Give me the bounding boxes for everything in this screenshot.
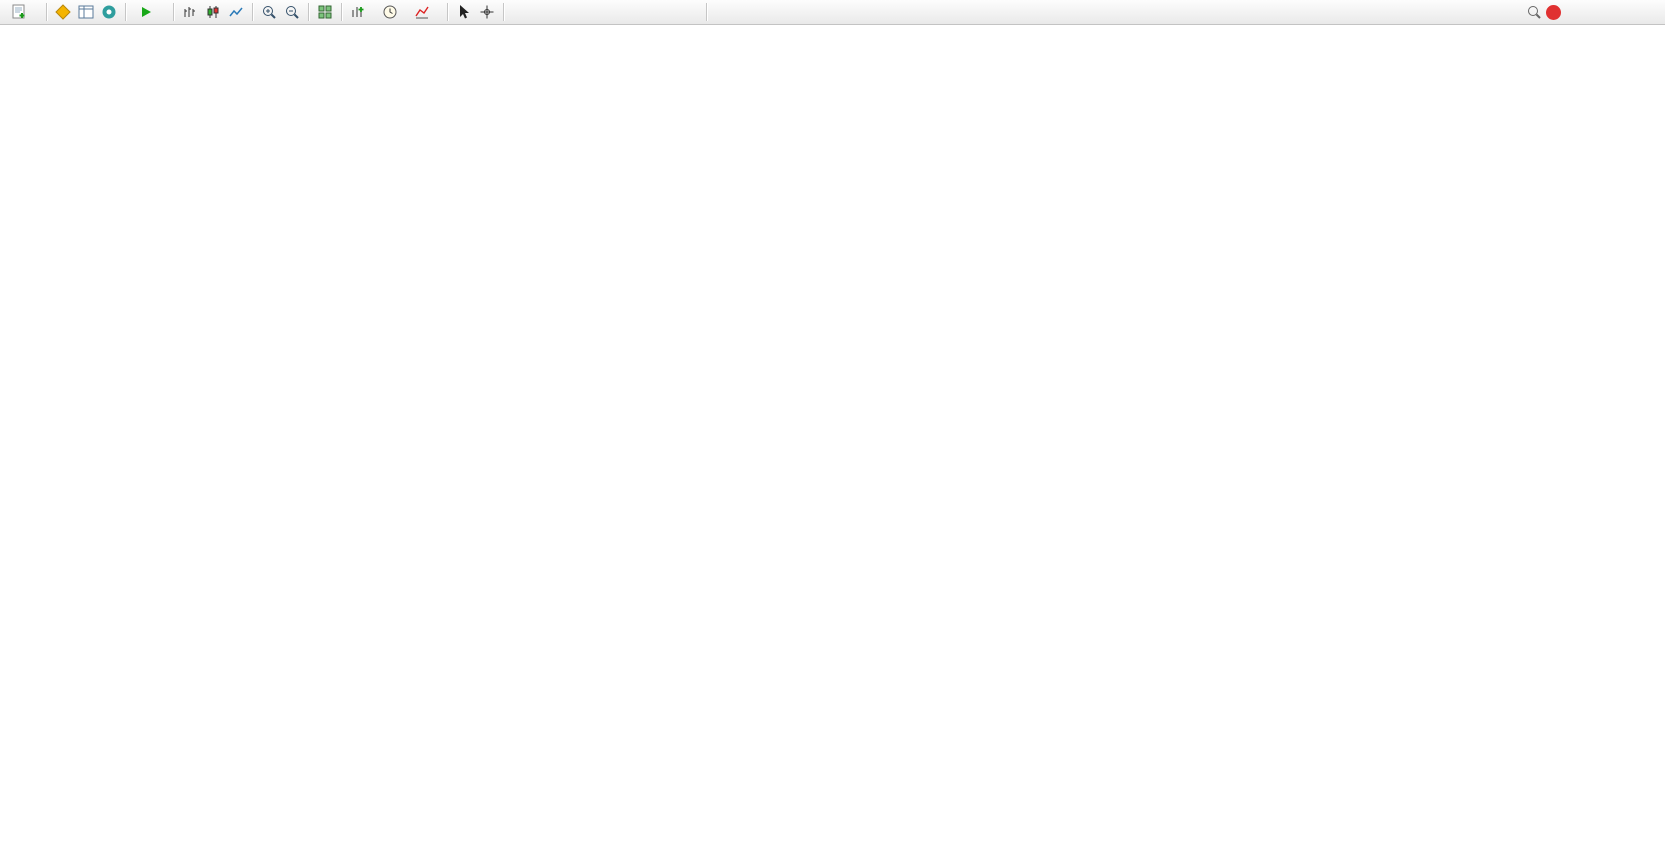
arrows-tool-icon[interactable]	[670, 2, 692, 22]
indicators-icon[interactable]	[411, 2, 433, 22]
data-window-icon[interactable]	[75, 2, 97, 22]
channel-tool-icon[interactable]	[578, 2, 600, 22]
notification-badge[interactable]	[1546, 4, 1561, 20]
candlestick-chart-icon[interactable]	[202, 2, 224, 22]
zoom-out-icon[interactable]	[281, 2, 303, 22]
new-order-button[interactable]	[4, 0, 41, 24]
horizontal-line-tool-icon[interactable]	[532, 2, 554, 22]
toolbar-separator	[447, 3, 448, 21]
metaquotes-icon[interactable]	[98, 2, 120, 22]
fibonacci-tool-icon[interactable]	[601, 2, 623, 22]
tile-windows-icon[interactable]	[314, 2, 336, 22]
search-icon[interactable]	[1523, 2, 1545, 22]
zoom-in-icon[interactable]	[258, 2, 280, 22]
toolbar-separator	[706, 3, 707, 21]
new-order-icon	[8, 2, 30, 22]
vertical-line-tool-icon[interactable]	[509, 2, 531, 22]
metaeditor-icon[interactable]	[52, 2, 74, 22]
new-chart-icon[interactable]	[347, 2, 369, 22]
toolbar	[0, 0, 1665, 25]
toolbar-separator	[46, 3, 47, 21]
autotrading-play-icon	[135, 2, 157, 22]
toolbar-separator	[173, 3, 174, 21]
text-tool-icon[interactable]	[624, 2, 646, 22]
line-chart-icon[interactable]	[225, 2, 247, 22]
period-clock-icon[interactable]	[379, 2, 401, 22]
toolbar-separator	[503, 3, 504, 21]
text-label-tool-icon[interactable]	[647, 2, 669, 22]
bar-chart-icon[interactable]	[179, 2, 201, 22]
toolbar-separator	[125, 3, 126, 21]
toolbar-separator	[308, 3, 309, 21]
autotrading-button[interactable]	[131, 0, 168, 24]
toolbar-separator	[341, 3, 342, 21]
cursor-icon[interactable]	[453, 2, 475, 22]
crosshair-icon[interactable]	[476, 2, 498, 22]
trendline-tool-icon[interactable]	[555, 2, 577, 22]
toolbar-separator	[252, 3, 253, 21]
